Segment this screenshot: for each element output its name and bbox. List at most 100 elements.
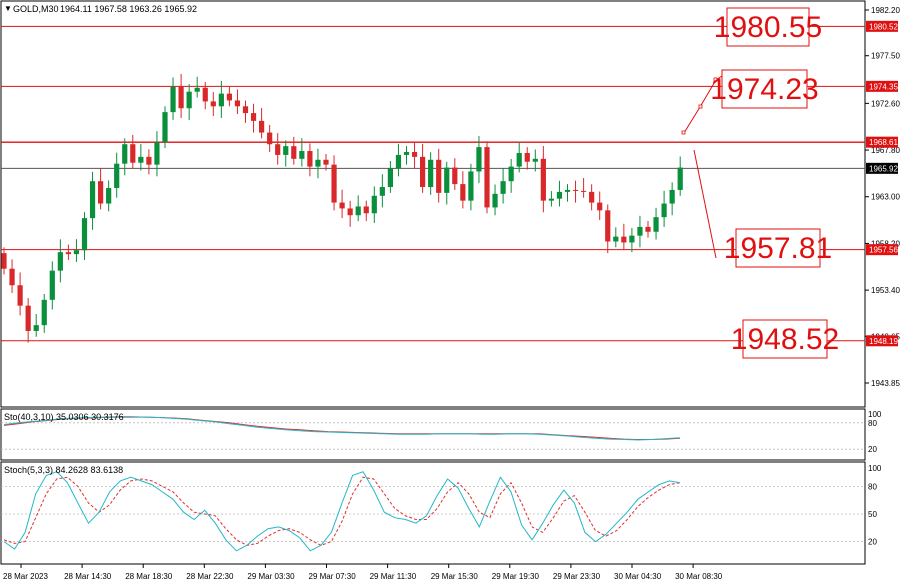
candle-body [234,100,241,107]
price-level-tag-label: 1968.61 [869,138,898,147]
candle-body [516,152,522,167]
time-axis-label: 29 Mar 11:30 [370,572,417,581]
candle-body [146,156,152,165]
candle-body [73,250,80,255]
candle-body [395,154,402,169]
price-axis-tick: 1982.20 [871,6,900,15]
time-axis-label: 28 Mar 18:30 [125,572,173,581]
level-callout-box[interactable] [726,7,810,47]
candle-body [154,142,160,165]
candle-body [524,152,530,162]
projection-marker [713,77,718,82]
candle-body [138,156,144,163]
candle-body [210,101,216,107]
candle-body [637,226,643,236]
price-level-tag [866,335,898,347]
candle-body [476,147,482,172]
candle-body [307,151,313,167]
candle-body [291,146,297,159]
candle-body [323,159,329,165]
time-axis-label: 29 Mar 03:30 [247,572,295,581]
candle-body [452,167,458,185]
candle-body [532,158,538,162]
candle-body [484,147,490,208]
projection-marker [681,130,686,135]
sto-slow-level-label: 80 [868,419,877,428]
time-axis-label: 28 Mar 22:30 [186,572,234,581]
candle-body [460,184,466,201]
candle-body [17,285,23,306]
sto-slow-label: Sto(40,3,10) 35.0306 30.3176 [4,412,124,422]
sto-slow-pane[interactable] [0,408,866,461]
sto-slow-level-label: 100 [868,410,882,419]
level-callout-label: 1957.81 [724,232,832,265]
stoch-fast-main-line [3,471,681,552]
candle-body [613,236,619,242]
price-axis-tick: 1958.20 [871,239,900,248]
candle-body [1,253,7,269]
candlestick-series [1,73,683,343]
candle-body [122,144,128,164]
candle-body [25,305,31,331]
candle-body [267,132,273,145]
price-axis-tick: 1977.50 [871,52,900,61]
candle-body [178,86,184,109]
candle-body [428,159,434,188]
candle-body [540,158,546,201]
level-callout-box[interactable] [742,319,828,359]
price-axis-tick: 1953.40 [871,286,900,295]
main-chart-pane[interactable] [0,0,866,408]
stoch-fast-level-label: 100 [868,464,882,473]
candle-body [645,226,651,232]
candle-body [170,86,176,113]
candle-body [81,218,88,251]
candle-body [387,168,393,188]
level-callout-box[interactable] [735,228,821,268]
chart-header-arrow-icon: ▼ [4,4,12,13]
chart-symbol-title: GOLD,M30 [13,4,59,14]
time-axis-label: 28 Mar 2023 [3,572,48,581]
candle-body [283,146,289,155]
candle-body [556,191,563,199]
stoch-fast-level-label: 20 [868,538,877,547]
candle-body [162,112,168,143]
candle-body [661,203,667,218]
chart-ohlc-values: 1964.11 1967.58 1963.26 1965.92 [60,4,197,14]
candle-body [371,195,377,214]
price-axis-tick: 1972.60 [871,99,900,108]
sto-slow-level-label: 20 [868,445,877,454]
time-axis-label: 30 Mar 08:30 [675,572,723,581]
candle-body [597,202,603,211]
candle-body [492,193,498,208]
candle-body [355,206,361,216]
price-level-tag-label: 1974.35 [869,82,898,91]
candle-body [629,235,635,243]
level-callout-label: 1948.52 [731,323,839,356]
level-callout-box[interactable] [721,69,808,109]
projection-marker [698,104,703,109]
candle-body [250,113,257,121]
time-axis-label: 30 Mar 04:30 [614,572,662,581]
candle-body [331,164,337,203]
stoch-fast-label: Stoch(5,3,3) 84.2628 83.6138 [4,465,123,475]
price-level-tag-label: 1948.19 [869,337,898,346]
candle-body [98,181,104,204]
candle-body [500,181,506,194]
price-level-tag-label: 1957.56 [869,246,898,255]
price-level-tag [866,80,898,92]
time-axis-label: 29 Mar 19:30 [492,572,540,581]
time-axis-label: 29 Mar 23:30 [553,572,601,581]
price-level-tag [866,244,898,256]
candle-body [669,189,675,204]
time-axis-label: 29 Mar 15:30 [431,572,479,581]
candle-body [218,93,224,107]
candle-body [564,189,571,192]
candle-body [89,181,96,219]
candle-body [468,171,474,201]
stoch-fast-pane[interactable] [0,461,866,565]
price-axis-tick: 1963.00 [871,193,900,202]
candle-body [130,144,136,163]
price-axis-tick: 1967.80 [871,146,900,155]
level-callout-label: 1980.55 [714,11,822,44]
